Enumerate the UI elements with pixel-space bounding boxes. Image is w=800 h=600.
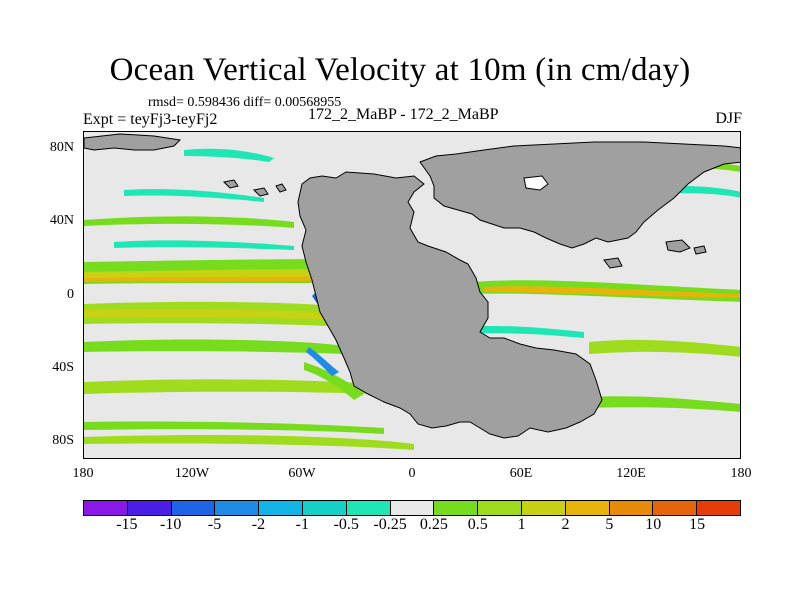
colorbar-box — [84, 501, 128, 515]
colorbar-box — [653, 501, 698, 515]
season-label: DJF — [715, 110, 742, 127]
x-tick-60w: 60W — [288, 466, 316, 481]
chart-title: Ocean Vertical Velocity at 10m (in cm/da… — [109, 52, 691, 88]
y-tick-80s: 80S — [52, 433, 74, 448]
colorbar — [83, 500, 741, 516]
experiment-label: Expt = teyFj3-teyFj2 — [83, 111, 218, 128]
x-tick-120w: 120W — [174, 466, 210, 481]
land-masses — [84, 133, 740, 439]
colorbar-label: -15 — [116, 516, 138, 533]
colorbar-label: 15 — [689, 516, 706, 533]
x-tick-60e: 60E — [509, 466, 533, 481]
colorbar-box — [215, 501, 260, 515]
colorbar-label: 10 — [645, 516, 662, 533]
map-plot — [83, 131, 741, 459]
map-svg — [84, 133, 740, 450]
colorbar-box — [609, 501, 654, 515]
colorbar-box — [127, 501, 172, 515]
x-tick-0: 0 — [408, 466, 416, 481]
y-tick-80n: 80N — [49, 140, 74, 155]
colorbar-label: -1 — [295, 516, 309, 533]
colorbar-label: 0.5 — [467, 516, 488, 533]
colorbar-label: -5 — [207, 516, 222, 533]
colorbar-box — [259, 501, 303, 515]
colorbar-label: 2 — [561, 516, 570, 533]
colorbar-box — [478, 501, 522, 515]
colorbar-box — [302, 501, 347, 515]
x-tick-120e: 120E — [616, 466, 646, 481]
center-label: 172_2_MaBP - 172_2_MaBP — [308, 106, 499, 123]
stats-label: rmsd= 0.598436 diff= 0.00568955 — [148, 95, 342, 110]
colorbar-label: -2 — [251, 516, 266, 533]
x-tick-180e: 180 — [730, 466, 752, 481]
colorbar-box — [697, 501, 740, 515]
ocean-field — [84, 148, 740, 450]
colorbar-box — [434, 501, 479, 515]
colorbar-label: -0.25 — [373, 516, 407, 533]
colorbar-label: 1 — [517, 516, 526, 533]
colorbar-label: 0.25 — [419, 516, 448, 533]
x-tick-180w: 180 — [72, 466, 94, 481]
y-tick-0: 0 — [67, 287, 74, 302]
colorbar-box — [346, 501, 391, 515]
colorbar-box — [171, 501, 216, 515]
colorbar-box — [521, 501, 566, 515]
colorbar-label: -0.5 — [333, 516, 359, 533]
colorbar-box — [565, 501, 610, 515]
colorbar-box — [390, 501, 435, 515]
y-tick-40s: 40S — [52, 360, 74, 375]
colorbar-label: -10 — [160, 516, 182, 533]
y-tick-40n: 40N — [49, 213, 74, 228]
colorbar-label: 5 — [605, 516, 614, 533]
